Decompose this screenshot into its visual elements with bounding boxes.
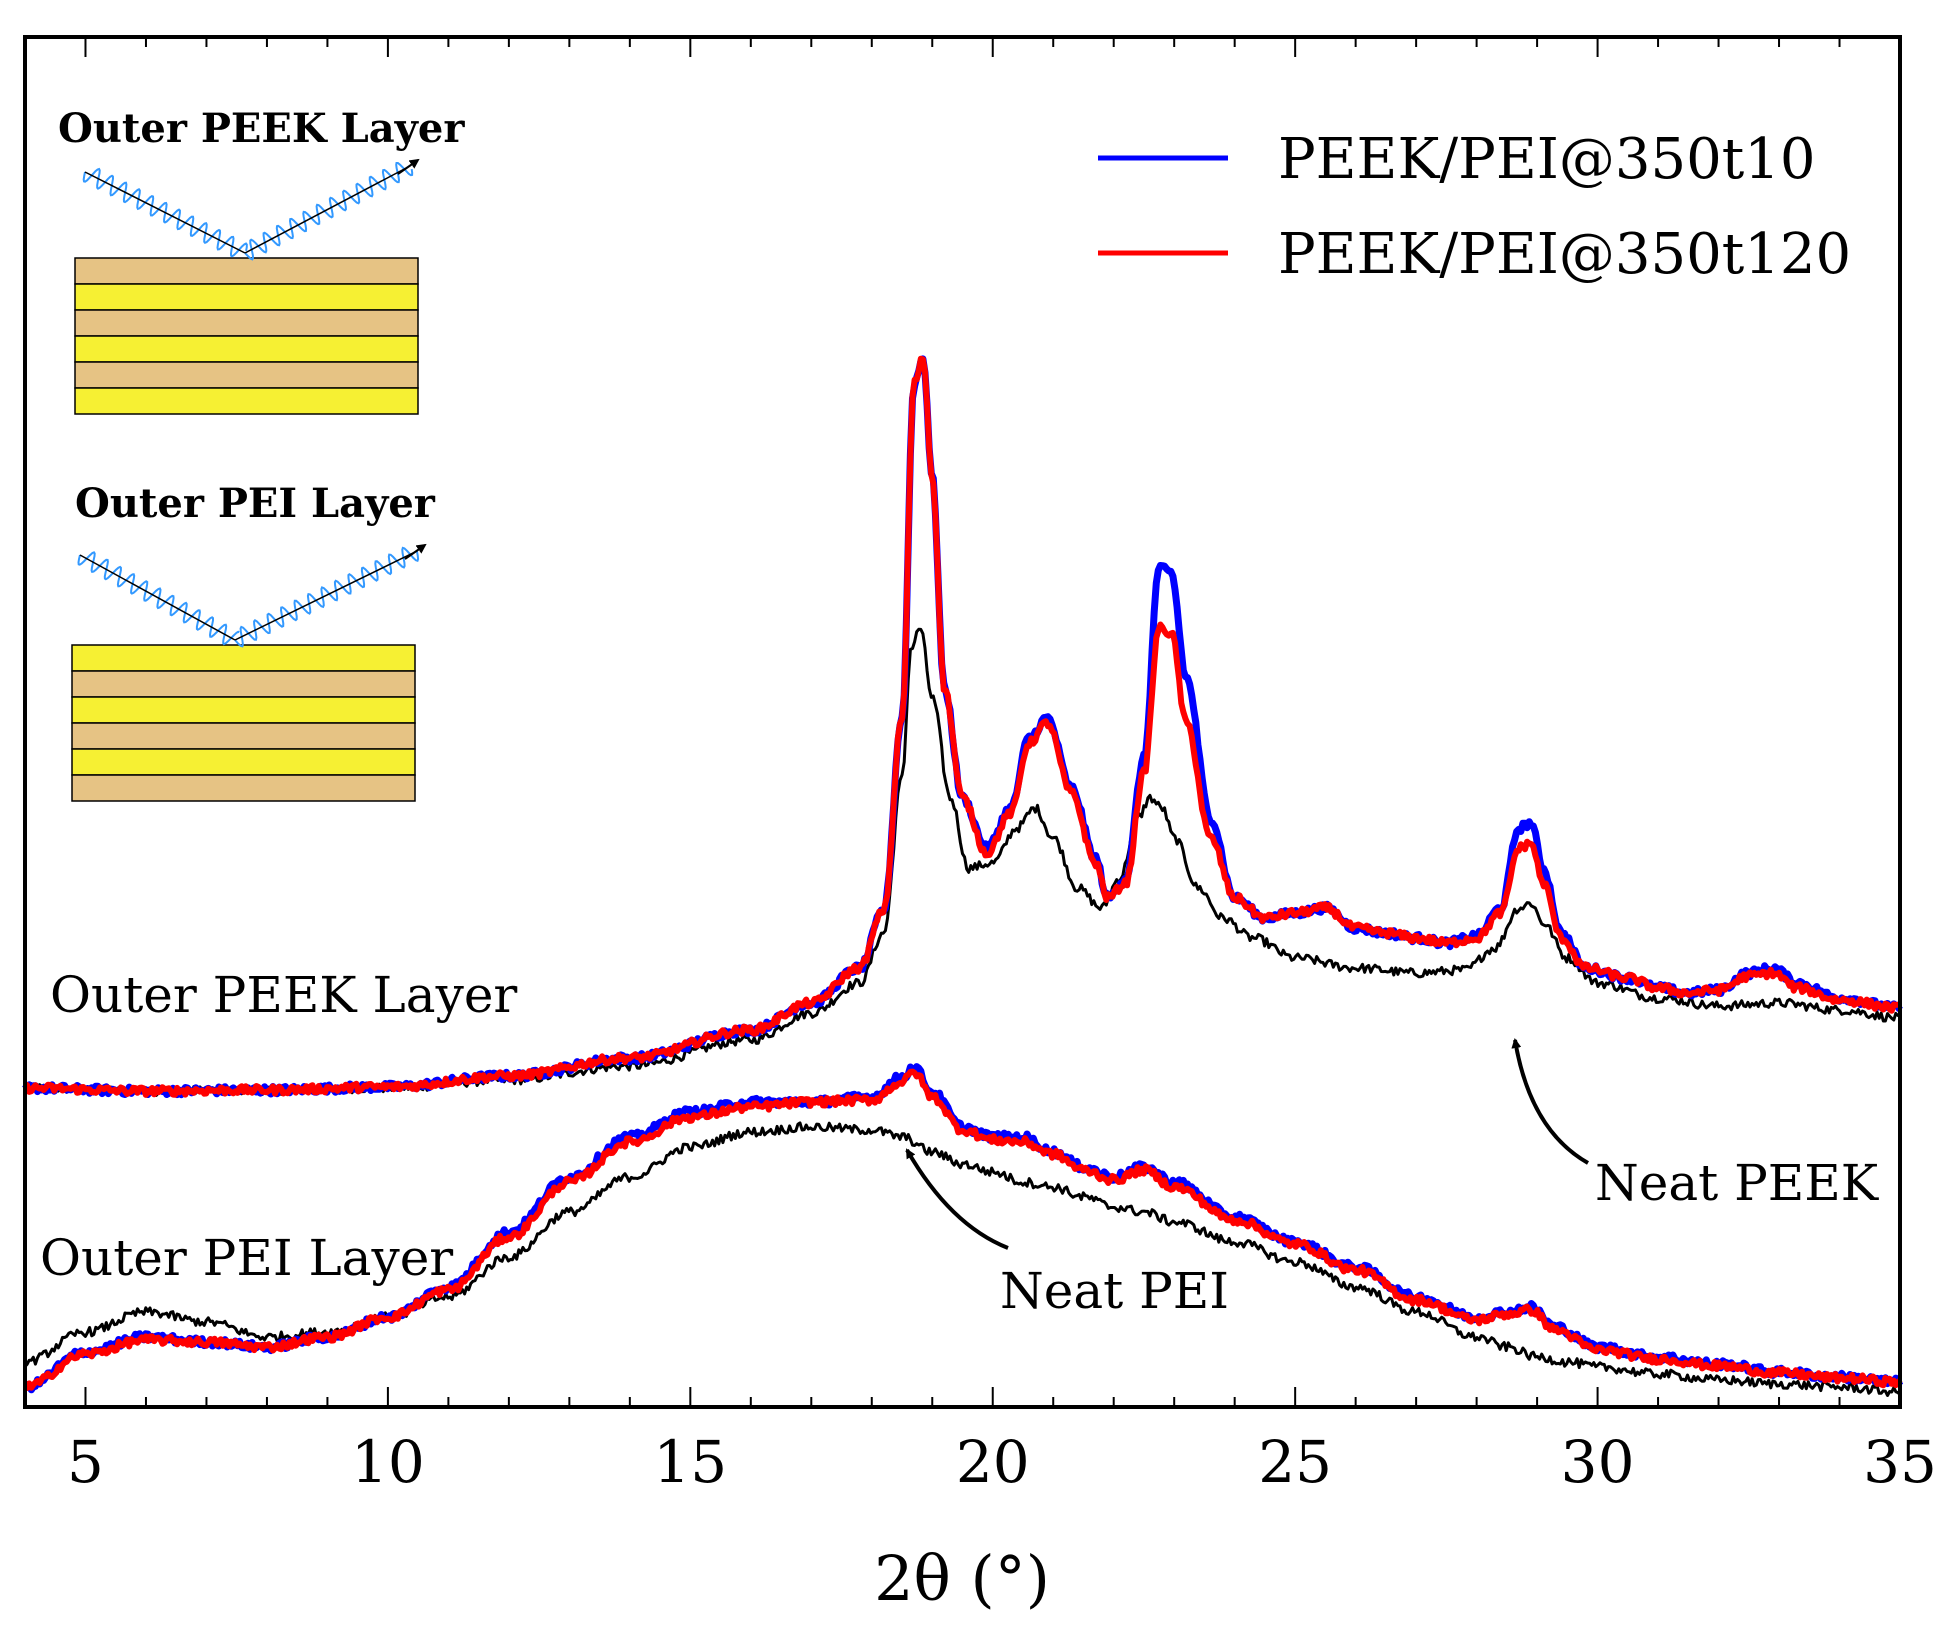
inset-layer [71,774,416,802]
inset-layer [74,283,419,311]
beam-arrow [404,543,427,560]
inset-layer [74,309,419,337]
inset-diagrams [71,158,427,802]
label-neat-peek: Neat PEEK [1595,1154,1880,1212]
reflected-beam-axis [234,550,418,641]
x-tick-label: 30 [1561,1428,1635,1496]
series-line-pei-000000 [23,1121,1902,1397]
x-tick-label: 25 [1258,1428,1332,1496]
inset-layer [71,670,416,698]
incident-beam [77,551,240,646]
x-ticks: 5 10 15 20 25 30 35 [24,37,1937,1496]
reflected-beam [244,162,414,261]
x-tick-label: 15 [653,1428,727,1496]
inset-layer [71,644,416,672]
reflected-beam [234,546,420,648]
inset-title-peek: Outer PEEK Layer [58,105,465,152]
incident-beam-axis [79,554,236,641]
inset-layer [71,748,416,776]
legend: PEEK/PEI@350t10 PEEK/PEI@350t120 [1098,127,1851,287]
neat-pei-arrow [905,1148,1009,1250]
inset-layer [74,257,419,285]
inset-layer [71,722,416,750]
x-tick-label: 5 [67,1428,104,1496]
label-outer-pei-layer: Outer PEI Layer [40,1229,453,1287]
legend-label-t120: PEEK/PEI@350t120 [1278,222,1851,287]
inset-title-pei: Outer PEI Layer [75,480,436,527]
legend-label-t10: PEEK/PEI@350t10 [1278,127,1815,192]
neat-peek-arrow [1511,1038,1589,1165]
beam-arrow [397,158,420,175]
series-line-pei-ff0000 [24,1068,1903,1391]
label-outer-peek-layer: Outer PEEK Layer [50,966,517,1024]
incident-beam-axis [84,171,246,254]
label-neat-pei: Neat PEI [1000,1262,1229,1320]
inset-layer [71,696,416,724]
x-axis-title: 2θ (°) [874,1542,1050,1615]
series-line-peek-ff0000 [24,355,1901,1098]
inset-layer [74,335,419,363]
x-tick-label: 35 [1863,1428,1937,1496]
plot-frame [23,35,1902,1409]
x-tick-label: 10 [351,1428,425,1496]
x-tick-label: 20 [956,1428,1030,1496]
plot-lines [22,355,1904,1397]
inset-layer [74,361,419,389]
inset-layer [74,387,419,415]
reflected-beam-axis [244,165,411,254]
